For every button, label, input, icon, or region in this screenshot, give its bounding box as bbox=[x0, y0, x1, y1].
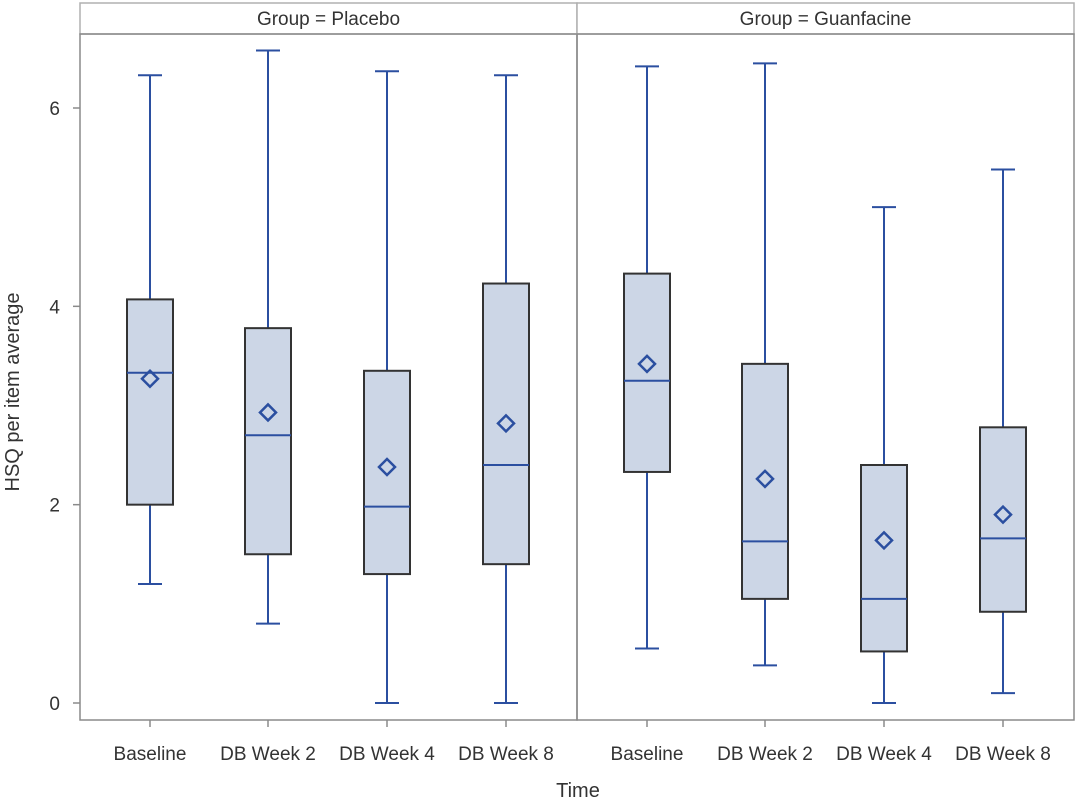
panel-title: Group = Guanfacine bbox=[740, 9, 912, 30]
box-baseline bbox=[126, 74, 174, 585]
x-tick-label: DB Week 4 bbox=[836, 744, 932, 765]
y-tick-label: 2 bbox=[49, 496, 60, 517]
box-db-week-2 bbox=[741, 62, 789, 667]
iqr-box bbox=[244, 327, 292, 556]
x-tick-label: Baseline bbox=[114, 744, 187, 765]
box-db-week-4 bbox=[363, 70, 411, 704]
x-tick-label: Baseline bbox=[611, 744, 684, 765]
iqr-box bbox=[860, 464, 908, 653]
panel-frame bbox=[576, 33, 1075, 721]
box-db-week-8 bbox=[482, 74, 530, 704]
mean-marker bbox=[377, 457, 397, 477]
y-axis: 0 2 4 6 bbox=[49, 99, 80, 715]
panels-layer: Group = Placebo Baseline DB Week 2 DB Week … bbox=[79, 2, 1075, 765]
iqr-box bbox=[741, 362, 789, 600]
mean-marker bbox=[258, 402, 278, 423]
box-db-week-8 bbox=[979, 168, 1027, 695]
x-axis-title: Time bbox=[556, 780, 600, 802]
iqr-box bbox=[979, 426, 1027, 613]
panel-placebo: Group = Placebo Baseline DB Week 2 DB Week … bbox=[79, 2, 578, 765]
y-axis-title: HSQ per item average bbox=[2, 293, 24, 492]
panel-title: Group = Placebo bbox=[257, 9, 400, 30]
panel-header bbox=[79, 2, 578, 35]
mean-marker bbox=[496, 413, 516, 434]
x-tick-label: DB Week 4 bbox=[339, 744, 435, 765]
x-tick-label: DB Week 2 bbox=[220, 744, 316, 765]
mean-marker bbox=[755, 469, 775, 489]
box-db-week-4 bbox=[860, 206, 908, 704]
x-tick-label: DB Week 8 bbox=[955, 744, 1051, 765]
y-tick-label: 6 bbox=[49, 99, 60, 120]
y-tick-label: 4 bbox=[49, 297, 60, 318]
iqr-box bbox=[363, 369, 411, 576]
y-tick-label: 0 bbox=[49, 694, 60, 715]
mean-marker bbox=[637, 354, 657, 374]
box-baseline bbox=[623, 65, 671, 650]
mean-marker bbox=[140, 368, 160, 389]
panel-guanfacine: Group = Guanfacine Baseline DB Week 2 DB We… bbox=[576, 2, 1075, 765]
iqr-box bbox=[482, 282, 530, 566]
x-tick-label: DB Week 8 bbox=[458, 744, 554, 765]
mean-marker bbox=[993, 504, 1013, 525]
x-tick-label: DB Week 2 bbox=[717, 744, 813, 765]
iqr-box bbox=[126, 298, 174, 506]
mean-marker bbox=[874, 530, 894, 551]
box-db-week-2 bbox=[244, 49, 292, 625]
